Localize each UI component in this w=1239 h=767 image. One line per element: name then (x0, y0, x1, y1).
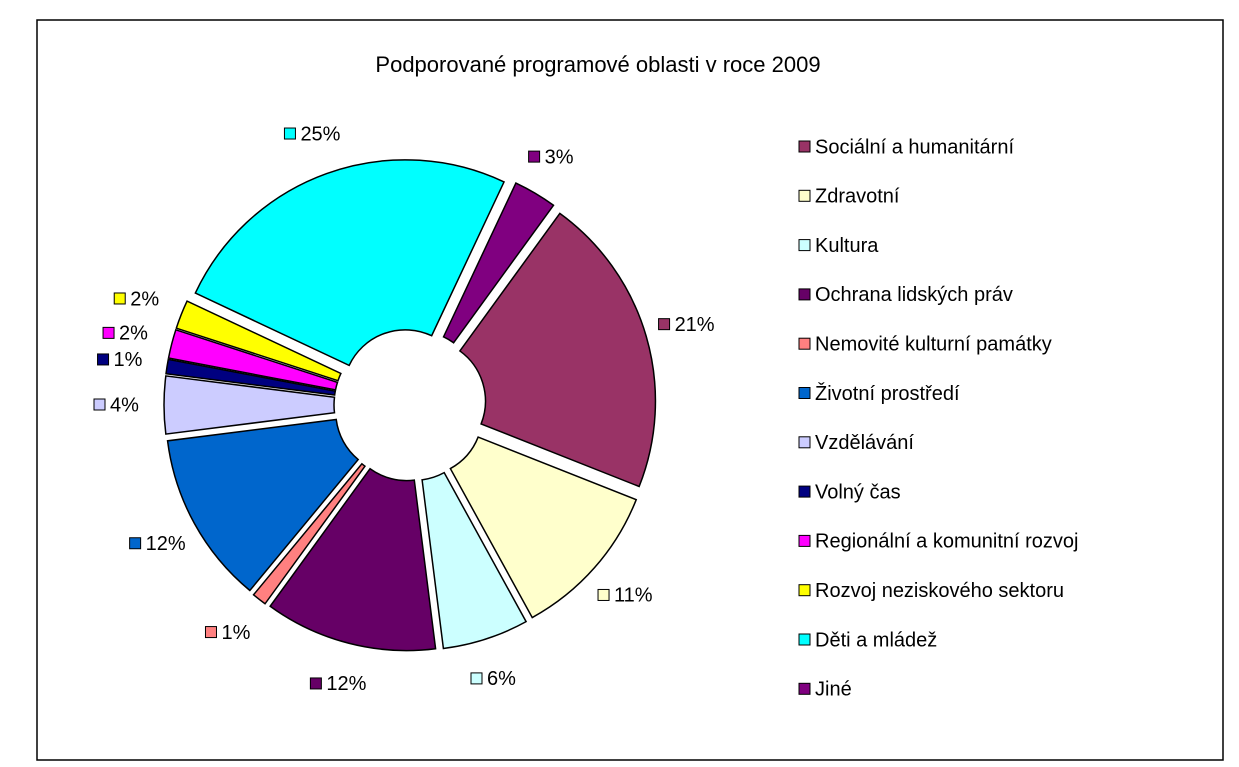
slice (449, 436, 638, 619)
slice (175, 300, 342, 382)
legend-key (798, 485, 811, 498)
label-key (93, 398, 106, 411)
data-label: 11% (614, 585, 653, 607)
legend-key (798, 534, 811, 547)
label-key (528, 150, 541, 163)
label-key (113, 292, 126, 305)
legend-key (798, 140, 811, 153)
slice (167, 328, 339, 391)
legend-label: Jiné (815, 679, 852, 701)
data-label: 21% (675, 314, 715, 336)
data-label: 12% (326, 673, 366, 695)
legend-key (798, 584, 811, 597)
legend-label: Vzdělávání (815, 432, 914, 454)
slice (165, 358, 337, 396)
legend-key (798, 337, 811, 350)
slice (163, 375, 336, 435)
data-label: 2% (130, 288, 159, 310)
data-label: 6% (487, 668, 516, 690)
legend-key (798, 288, 811, 301)
data-label: 2% (119, 323, 148, 345)
legend-key (798, 387, 811, 399)
data-label: 4% (110, 394, 139, 416)
chart-title: Podporované programové oblasti v roce 20… (375, 52, 820, 77)
data-label: 25% (300, 123, 340, 145)
legend-label: Sociální a humanitární (815, 136, 1014, 158)
slice (252, 462, 367, 605)
legend-key (798, 436, 811, 449)
label-key (597, 588, 610, 601)
legend-label: Zdravotní (815, 186, 900, 208)
legend-label: Nemovité kulturní památky (815, 333, 1052, 355)
data-label: 1% (221, 622, 250, 644)
legend-key (798, 239, 811, 252)
label-key (658, 318, 671, 331)
legend-key (798, 633, 811, 646)
legend-label: Životní prostředí (815, 382, 960, 405)
slice (458, 212, 657, 488)
legend-key (798, 682, 811, 695)
label-key (129, 537, 142, 550)
legend-label: Kultura (815, 235, 879, 257)
slice (442, 182, 555, 344)
slice (194, 159, 506, 367)
data-label: 12% (146, 533, 186, 555)
slice (421, 471, 528, 650)
slice (166, 418, 360, 592)
legend-label: Volný čas (815, 481, 901, 503)
label-key (309, 677, 322, 690)
legend-label: Rozvoj neziskového sektoru (815, 580, 1064, 602)
data-label: 3% (545, 146, 574, 168)
slice (269, 467, 437, 652)
legend-label: Děti a mládež (815, 629, 937, 651)
legend-label: Ochrana lidských práv (815, 284, 1013, 306)
label-key (204, 626, 217, 639)
label-key (283, 127, 296, 140)
legend-label: Regionální a komunitní rozvoj (815, 531, 1078, 553)
label-key (470, 672, 483, 685)
label-key (97, 353, 110, 366)
label-key (102, 326, 115, 339)
data-label: 1% (114, 349, 143, 371)
legend-key (798, 189, 811, 202)
